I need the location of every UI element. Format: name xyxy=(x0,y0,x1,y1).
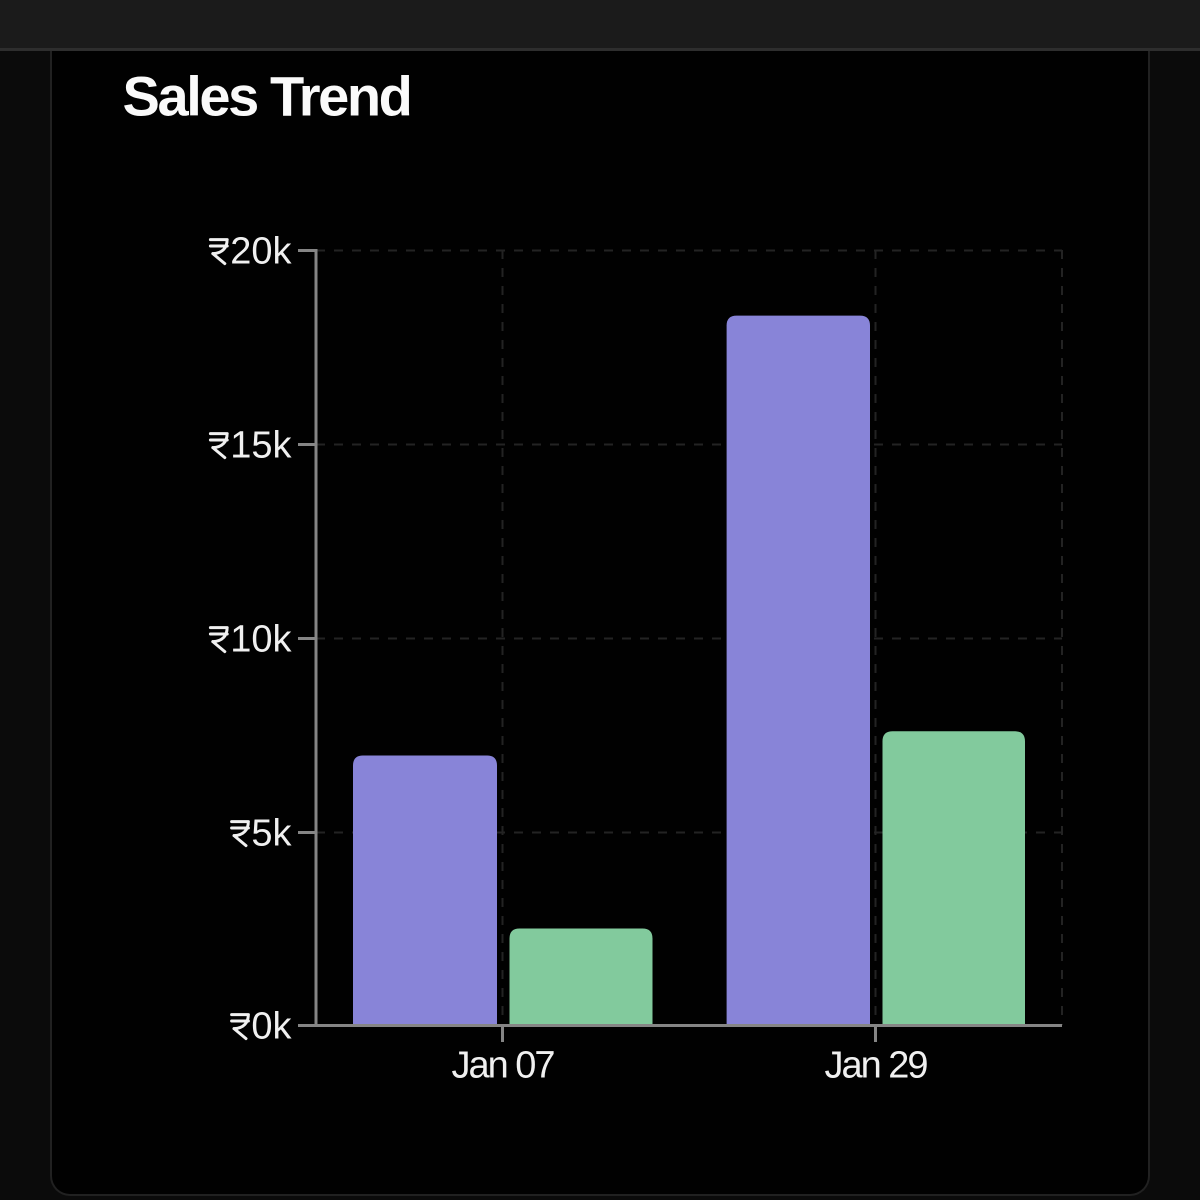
svg-text:5k: 5k xyxy=(251,813,292,855)
svg-text:0k: 0k xyxy=(251,1006,292,1048)
svg-text:Sales Trend: Sales Trend xyxy=(123,65,411,128)
svg-text:Jan 29: Jan 29 xyxy=(824,1045,927,1087)
svg-text:10k: 10k xyxy=(230,619,292,661)
svg-text:20k: 20k xyxy=(230,231,292,273)
svg-text:15k: 15k xyxy=(230,425,292,467)
svg-text:Jan 07: Jan 07 xyxy=(451,1045,554,1087)
